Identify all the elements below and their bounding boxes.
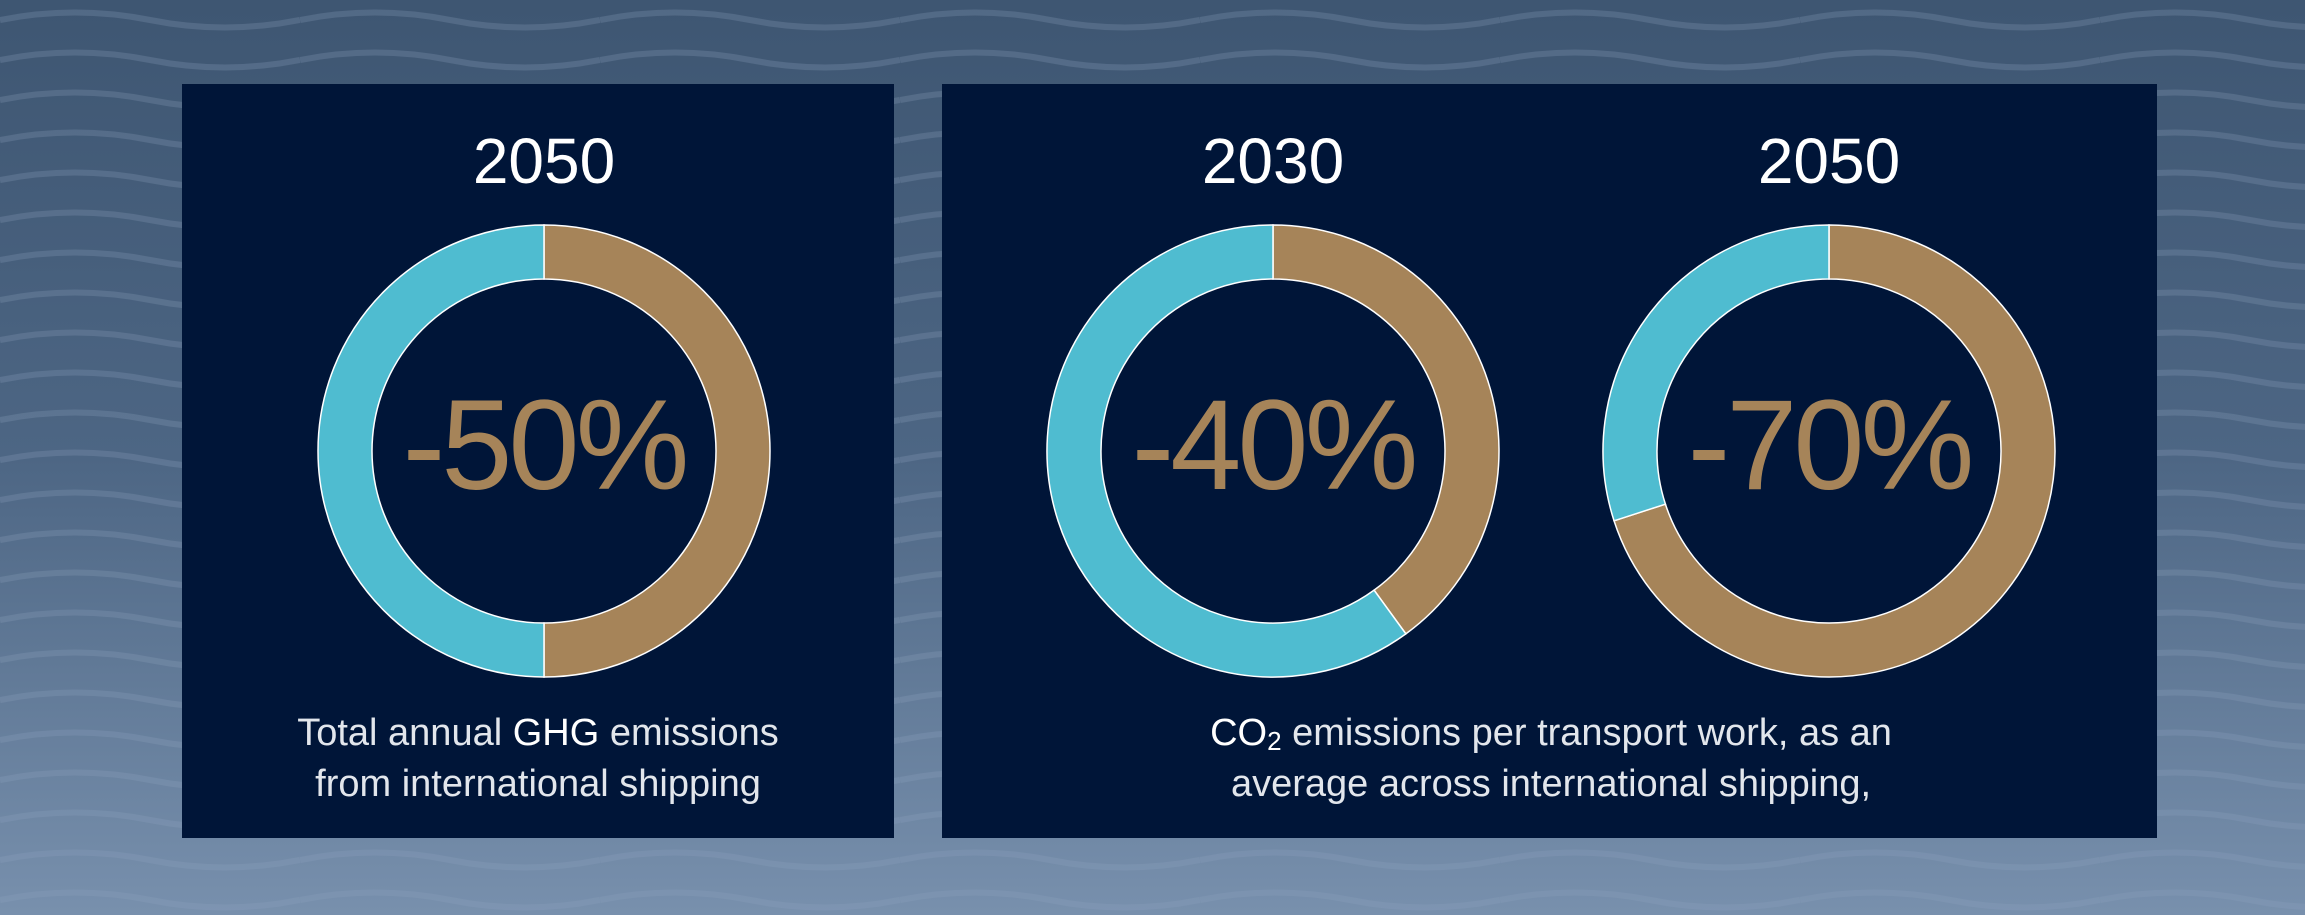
- caption-run: emissions per transport work, as an: [1282, 712, 1892, 754]
- chart-title: 2050: [473, 125, 615, 197]
- caption-line: Total annual GHG emissions: [297, 712, 779, 754]
- donut-segment: [1046, 224, 1407, 678]
- caption-line: from international shipping: [315, 763, 761, 805]
- caption-run: GHG: [513, 712, 600, 754]
- caption-run: emissions: [599, 712, 779, 754]
- caption-run: 2: [1267, 726, 1281, 756]
- donut-segment: [1602, 224, 1830, 522]
- caption-run: average across international shipping,: [1231, 763, 1871, 805]
- center-label: -40%: [1132, 374, 1415, 517]
- donut-segment: [1613, 224, 2056, 678]
- panel: [942, 84, 2157, 838]
- center-label: -70%: [1688, 374, 1971, 517]
- caption-run: from international shipping: [315, 763, 761, 805]
- donut-segment: [543, 224, 771, 678]
- caption-line: average across international shipping,: [1231, 763, 1871, 805]
- chart-title: 2030: [1202, 125, 1344, 197]
- donut-segment: [1272, 224, 1500, 635]
- panel: [182, 84, 894, 838]
- caption-run: CO: [1210, 712, 1267, 754]
- caption-line: CO2 emissions per transport work, as an: [1210, 712, 1892, 756]
- donut-segment: [317, 224, 545, 678]
- caption-run: Total annual: [297, 712, 513, 754]
- center-label: -50%: [403, 374, 686, 517]
- chart-title: 2050: [1758, 125, 1900, 197]
